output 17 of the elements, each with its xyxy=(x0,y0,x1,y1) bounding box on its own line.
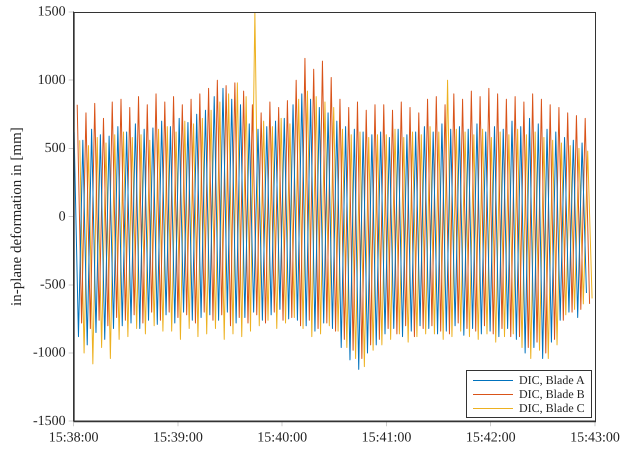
y-tick-label: -1000 xyxy=(32,346,66,361)
y-tick-label: 1500 xyxy=(38,4,66,20)
legend-label: DIC, Blade B xyxy=(519,387,585,402)
y-tick-label: 0 xyxy=(58,209,66,224)
y-tick-label: 1000 xyxy=(38,72,66,88)
y-tick-label: -1500 xyxy=(32,414,66,429)
x-tick-label: 15:41:00 xyxy=(362,430,412,446)
x-tick-label: 15:40:00 xyxy=(257,430,308,446)
y-tick-label: -500 xyxy=(40,277,66,292)
x-tick-label: 15:39:00 xyxy=(153,430,203,446)
x-tick-label: 15:42:00 xyxy=(466,430,516,446)
y-tick-label: 500 xyxy=(44,141,66,156)
legend-label: DIC, Blade A xyxy=(519,373,585,388)
x-tick-label: 15:38:00 xyxy=(48,430,99,446)
legend-label: DIC, Blade C xyxy=(519,401,585,416)
x-tick-label: 15:43:00 xyxy=(570,430,620,446)
y-axis-title: in-plane deformation in [mm] xyxy=(8,127,25,306)
